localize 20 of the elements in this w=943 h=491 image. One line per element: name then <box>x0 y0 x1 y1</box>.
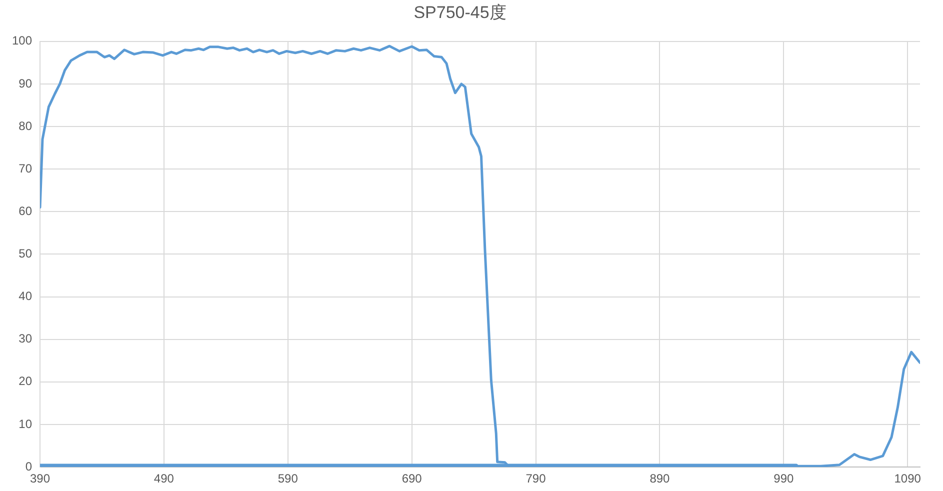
x-tick-label: 1090 <box>894 472 922 486</box>
x-tick-label: 890 <box>650 472 670 486</box>
y-tick-label: 40 <box>18 289 32 304</box>
y-tick-label: 70 <box>18 161 32 176</box>
y-tick-label: 80 <box>18 118 32 133</box>
y-tick-label: 50 <box>18 246 32 261</box>
x-tick-label: 990 <box>774 472 794 486</box>
y-tick-label: 100 <box>12 34 32 48</box>
x-tick-label: 390 <box>30 472 50 486</box>
x-tick-label: 590 <box>278 472 298 486</box>
y-tick-label: 10 <box>18 416 32 431</box>
chart-title: SP750-45度 <box>414 2 506 22</box>
y-tick-label: 20 <box>18 374 32 388</box>
y-tick-label: 0 <box>25 459 32 474</box>
x-tick-label: 690 <box>402 472 422 486</box>
y-tick-label: 30 <box>18 332 32 346</box>
y-tick-label: 90 <box>18 76 32 90</box>
x-tick-label: 790 <box>526 472 546 486</box>
x-tick-label: 490 <box>154 472 174 486</box>
y-tick-label: 60 <box>18 204 32 218</box>
